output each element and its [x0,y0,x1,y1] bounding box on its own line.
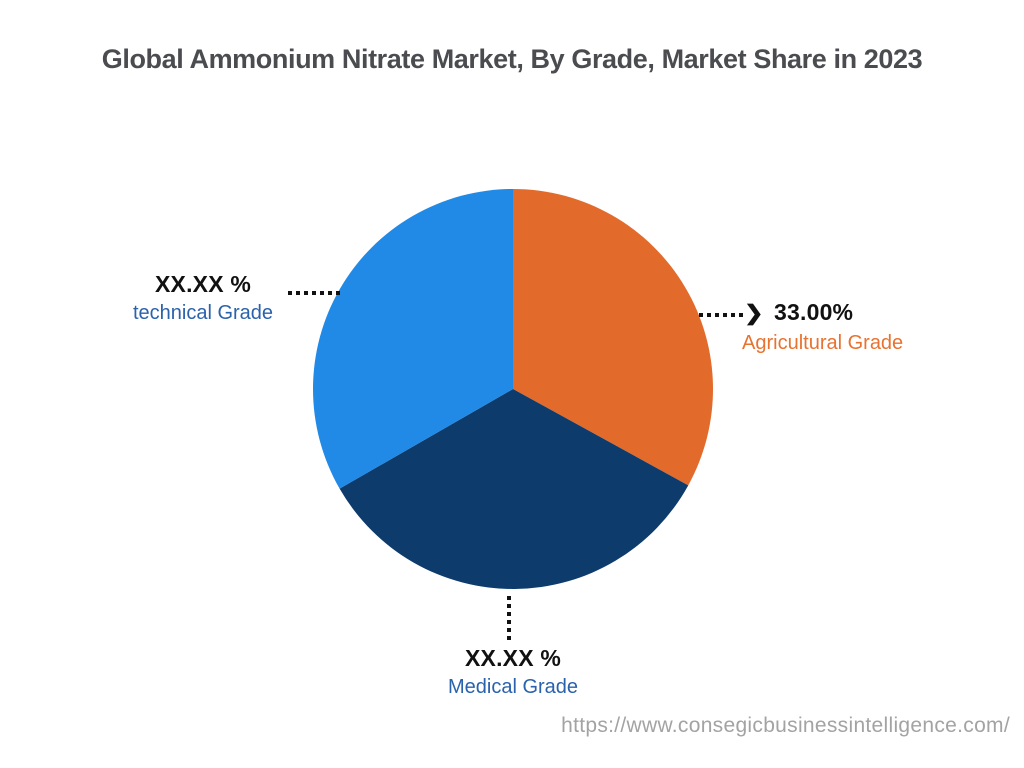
medical-grade-value: XX.XX % [465,645,561,671]
technical-grade-value: XX.XX % [155,271,251,297]
technical-grade-label: technical Grade [132,302,274,324]
callout-technical-grade: XX.XX % technical Grade [75,271,331,325]
pie-slice-agricultural-grade [513,189,713,486]
chart-title: Global Ammonium Nitrate Market, By Grade… [101,44,923,74]
leader-line-agricultural [699,313,745,317]
leader-line-medical [507,596,511,642]
callout-agricultural-grade: 33.00% Agricultural Grade [742,299,964,355]
pie-svg [313,189,713,589]
pie-slice-technical-grade [313,189,513,489]
arrow-right-icon: ❯ [744,302,764,325]
medical-grade-label: Medical Grade [447,676,579,698]
pie-slice-medical-grade [339,389,689,589]
callout-medical-grade: XX.XX % Medical Grade [393,645,633,699]
leader-line-technical [288,291,340,295]
source-url: https://www.consegicbusinessintelligence… [561,714,1010,737]
agricultural-grade-label: Agricultural Grade [742,332,904,354]
pie-chart [313,189,713,589]
agricultural-grade-value: 33.00% [774,299,854,325]
